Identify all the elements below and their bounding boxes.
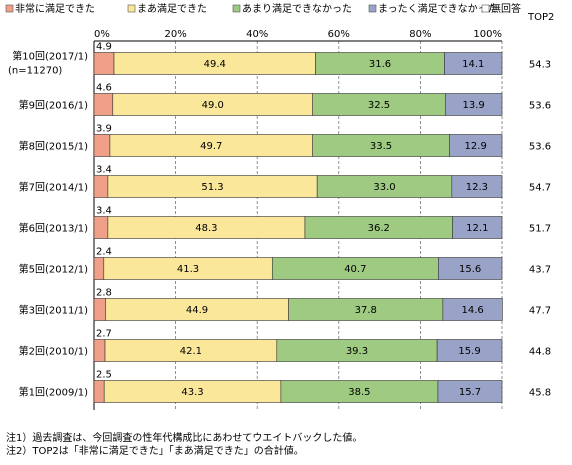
top2-value-4: 54.7 — [529, 183, 551, 194]
data-label-5-series-3: 36.2 — [368, 223, 390, 234]
notes: 注1）過去調査は、今回調査の性年代構成比にあわせてウエイトバックした値。 注2）… — [6, 432, 362, 458]
data-label-8-series-2: 42.1 — [180, 346, 202, 357]
bar-6-series-4 — [438, 257, 503, 280]
stacked-bar-chart: 非常に満足できた まあ満足できた あまり満足できなかった まったく満足できなかった無回… — [5, 2, 554, 410]
bar-1-series-4 — [444, 52, 503, 75]
data-label-9-series-1: 2.5 — [96, 370, 112, 381]
legend-label-5: 無回答 — [491, 2, 521, 15]
category-label-6: 第5回(2012/1) — [19, 263, 88, 276]
top2-value-3: 53.6 — [529, 142, 551, 153]
category-label-1-line-1: 第10回(2017/1) — [12, 50, 88, 63]
data-label-1-series-1: 4.9 — [96, 42, 112, 53]
legend-label-4: まったく満足できなかった — [378, 3, 498, 15]
data-label-4-series-1: 3.4 — [96, 165, 112, 176]
bar-7-series-4 — [442, 298, 503, 321]
data-label-1-series-4: 14.1 — [462, 59, 484, 70]
data-label-8-series-4: 15.9 — [458, 346, 480, 357]
data-label-7-series-1: 2.8 — [96, 288, 112, 299]
legend-label-1: 非常に満足できた — [15, 2, 95, 15]
bar-5-series-4 — [452, 216, 503, 239]
data-label-7-series-2: 44.9 — [186, 305, 208, 316]
y-axis-labels: 第10回(2017/1) (n=11270) 第9回(2016/1) 第8回(2015… — [8, 50, 88, 399]
top2-value-8: 44.8 — [529, 347, 551, 358]
data-label-4-series-2: 51.3 — [201, 182, 223, 193]
legend-label-2: まあ満足できた — [137, 3, 207, 15]
category-label-4: 第7回(2014/1) — [19, 181, 88, 194]
category-label-7: 第3回(2011/1) — [19, 304, 88, 317]
legend-swatch-3 — [232, 4, 241, 13]
bar-5-series-1 — [93, 216, 109, 239]
bar-8-series-4 — [436, 339, 503, 362]
top2-value-7: 47.7 — [529, 306, 551, 317]
category-label-8: 第2回(2010/1) — [19, 345, 88, 358]
data-label-6-series-1: 2.4 — [96, 247, 112, 258]
data-label-5-series-4: 12.1 — [466, 223, 488, 234]
x-tick-label-4: 80% — [409, 29, 431, 40]
bar-6-series-1 — [93, 257, 105, 280]
x-tick-label-2: 40% — [246, 29, 268, 40]
data-label-4-series-4: 12.3 — [466, 182, 488, 193]
bar-8-series-1 — [93, 339, 106, 362]
data-label-6-series-2: 41.3 — [177, 264, 199, 275]
data-label-9-series-4: 15.7 — [459, 387, 481, 398]
x-tick-label-3: 60% — [328, 29, 350, 40]
bar-3-series-4 — [449, 134, 503, 157]
top2-column: TOP2 54.3 53.6 53.6 54.7 51.7 43.7 47.7 44.8 45.8 — [527, 12, 554, 399]
top2-header: TOP2 — [527, 12, 554, 23]
data-label-3-series-3: 33.5 — [370, 141, 392, 152]
category-label-1-line-2: (n=11270) — [8, 66, 62, 77]
top2-value-2: 53.6 — [529, 101, 551, 112]
category-label-2: 第9回(2016/1) — [19, 99, 88, 112]
data-label-2-series-1: 4.6 — [96, 83, 112, 94]
data-label-8-series-3: 39.3 — [346, 346, 368, 357]
x-tick-label-0: 0% — [94, 29, 110, 40]
bar-7-series-1 — [93, 298, 106, 321]
data-label-7-series-4: 14.6 — [461, 305, 483, 316]
bar-4-series-4 — [451, 175, 503, 198]
data-label-6-series-4: 15.6 — [459, 264, 481, 275]
note-1: 注1）過去調査は、今回調査の性年代構成比にあわせてウエイトバックした値。 — [6, 433, 363, 444]
bar-9-series-4 — [437, 380, 503, 403]
legend-label-3: あまり満足できなかった — [242, 3, 352, 15]
data-label-4-series-3: 33.0 — [373, 182, 395, 193]
data-label-5-series-2: 48.3 — [195, 223, 217, 234]
data-label-3-series-4: 12.9 — [465, 141, 487, 152]
legend: 非常に満足できた まあ満足できた あまり満足できなかった まったく満足できなかった無回… — [5, 2, 521, 15]
data-label-2-series-3: 32.5 — [368, 100, 390, 111]
legend-swatch-2 — [127, 4, 136, 13]
category-label-5: 第6回(2013/1) — [19, 222, 88, 235]
data-label-8-series-1: 2.7 — [96, 329, 112, 340]
bar-4-series-1 — [93, 175, 109, 198]
data-label-1-series-3: 31.6 — [369, 59, 391, 70]
x-tick-label-1: 20% — [164, 29, 186, 40]
data-label-6-series-3: 40.7 — [344, 264, 366, 275]
category-label-3: 第8回(2015/1) — [19, 140, 88, 153]
bar-3-series-1 — [93, 134, 111, 157]
legend-swatch-4 — [368, 4, 377, 13]
top2-value-9: 45.8 — [529, 388, 551, 399]
top2-value-1: 54.3 — [529, 60, 551, 71]
data-label-3-series-1: 3.9 — [96, 124, 112, 135]
data-label-5-series-1: 3.4 — [96, 206, 112, 217]
data-label-2-series-2: 49.0 — [202, 100, 224, 111]
category-label-9: 第1回(2009/1) — [19, 386, 88, 399]
data-label-9-series-2: 43.3 — [181, 387, 203, 398]
data-label-2-series-4: 13.9 — [463, 100, 485, 111]
bar-9-series-1 — [93, 380, 105, 403]
top2-value-6: 43.7 — [529, 265, 551, 276]
plot-area: 4.9 49.4 31.6 14.1 4.6 49.0 32.5 13.9 3.9 49.7 33.… — [93, 42, 503, 403]
data-label-7-series-3: 37.8 — [355, 305, 377, 316]
note-2: 注2）TOP2は「非常に満足できた」「まあ満足できた」の合計値。 — [6, 446, 304, 457]
bar-1-series-1 — [93, 52, 115, 75]
data-label-1-series-2: 49.4 — [204, 59, 226, 70]
legend-swatch-5 — [481, 4, 490, 13]
legend-swatch-1 — [5, 4, 14, 13]
data-label-3-series-2: 49.7 — [200, 141, 222, 152]
top2-value-5: 51.7 — [529, 224, 551, 235]
x-tick-label-5: 100% — [473, 29, 502, 40]
data-label-9-series-3: 38.5 — [348, 387, 370, 398]
bar-2-series-1 — [93, 93, 114, 116]
bar-2-series-4 — [444, 93, 503, 116]
